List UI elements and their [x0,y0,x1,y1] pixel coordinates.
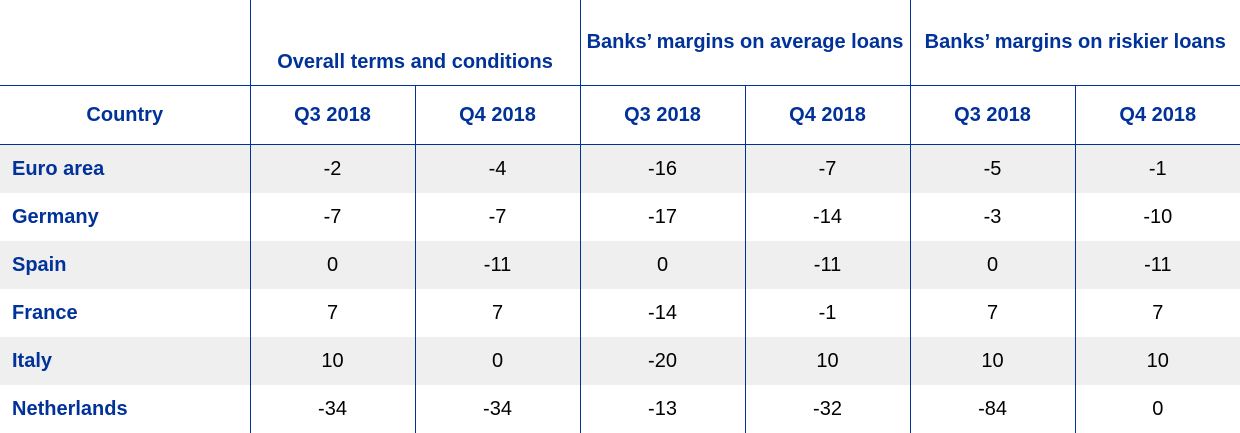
table-row: Euro area -2 -4 -16 -7 -5 -1 [0,144,1240,193]
value-cell: -11 [414,241,580,289]
value-cell: 10 [909,337,1076,385]
value-cell: 0 [249,241,415,289]
group-header-overall-terms: Overall terms and conditions [249,0,580,86]
value-cell: -10 [1074,193,1240,241]
corner-header-cell [0,0,250,86]
value-cell: -11 [744,241,911,289]
column-header-country: Country [0,85,250,145]
value-cell: -16 [579,144,745,193]
value-cell: 0 [1074,385,1240,433]
group-header-margins-average-loans: Banks’ margins on average loans [579,0,911,86]
value-cell: -11 [1074,241,1240,289]
value-cell: -5 [909,144,1076,193]
value-cell: -20 [579,337,745,385]
country-label: Euro area [0,144,250,193]
column-header-period: Q4 2018 [1074,85,1240,145]
table-row: Spain 0 -11 0 -11 0 -11 [0,241,1240,289]
table-row: Germany -7 -7 -17 -14 -3 -10 [0,193,1240,241]
value-cell: -14 [579,289,745,337]
value-cell: -14 [744,193,911,241]
value-cell: -3 [909,193,1076,241]
column-header-period: Q3 2018 [579,85,745,145]
value-cell: 7 [414,289,580,337]
country-label: Italy [0,337,250,385]
country-label: Netherlands [12,397,128,420]
value-cell: 10 [744,337,911,385]
value-cell: 0 [579,241,745,289]
value-cell: -7 [744,144,911,193]
value-cell: 7 [1074,289,1240,337]
value-cell: 0 [909,241,1076,289]
country-label: France [12,301,78,324]
group-header-margins-riskier-loans: Banks’ margins on riskier loans [909,0,1240,86]
value-cell: -17 [579,193,745,241]
value-cell: 7 [249,289,415,337]
table-row: Italy 10 0 -20 10 10 10 [0,337,1240,385]
value-cell: -84 [909,385,1076,433]
country-label: Spain [0,241,250,289]
value-cell: -2 [249,144,415,193]
group-header-row: Overall terms and conditions Banks’ marg… [0,0,1240,86]
column-header-period: Q3 2018 [909,85,1076,145]
value-cell: 10 [249,337,415,385]
value-cell: -7 [249,193,415,241]
table-row: Netherlands -34 -34 -13 -32 -84 0 [0,385,1240,433]
value-cell: -1 [744,289,911,337]
value-cell: 10 [1074,337,1240,385]
column-header-period: Q4 2018 [744,85,911,145]
value-cell: -1 [1074,144,1240,193]
column-header-period: Q4 2018 [414,85,580,145]
value-cell: 7 [909,289,1076,337]
value-cell: -34 [414,385,580,433]
country-label: Germany [12,205,99,228]
value-cell: 0 [414,337,580,385]
value-cell: -7 [414,193,580,241]
value-cell: -13 [579,385,745,433]
value-cell: -32 [744,385,911,433]
value-cell: -34 [249,385,415,433]
column-header-period: Q3 2018 [249,85,415,145]
value-cell: -4 [414,144,580,193]
table-row: France 7 7 -14 -1 7 7 [0,289,1240,337]
period-header-row: Country Q3 2018 Q4 2018 Q3 2018 Q4 2018 … [0,85,1240,145]
